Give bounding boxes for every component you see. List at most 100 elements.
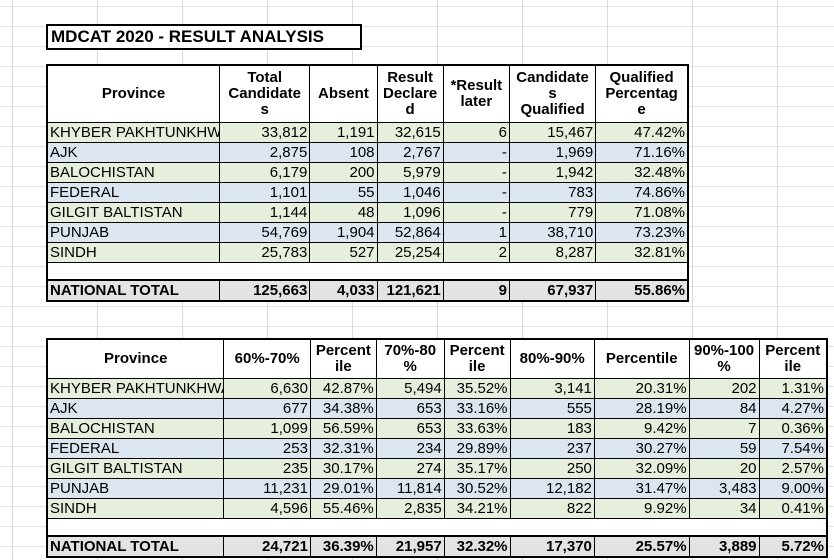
table-row: GILGIT BALTISTAN 1,144 48 1,096-779 71.08% [46, 202, 689, 223]
value-cell: 31.47% [593, 478, 690, 499]
value-cell: 33,812 [219, 122, 311, 143]
value-cell: 1,099 [223, 418, 311, 439]
value-cell: 4.27% [758, 398, 828, 419]
value-cell: 32.48% [595, 162, 689, 183]
total-value-cell: 121,621 [376, 279, 444, 302]
value-cell: 33.16% [443, 398, 511, 419]
table-row: SINDH 25,783 527 25,254 2 8,287 32.81% [46, 242, 689, 263]
value-cell: 34.21% [443, 498, 511, 519]
percentile-table-header: Province 60%-70% Percent ile 70%-80% Percent i… [46, 338, 828, 379]
value-cell: 253 [223, 438, 311, 459]
value-cell: 274 [375, 458, 445, 479]
table1-header-cell: Qualified Percentag e [595, 64, 689, 123]
value-cell: 34.38% [309, 398, 377, 419]
table1-header-text: s [260, 101, 269, 118]
value-cell: 73.23% [595, 222, 689, 243]
province-cell: PUNJAB [46, 478, 225, 499]
table-row: PUNJAB 11,231 29.01% 11,814 30.52% 12,182 31.4… [46, 478, 828, 499]
table1-header-text: d [405, 101, 415, 118]
value-cell: 2,835 [375, 498, 445, 519]
value-cell: 1,046 [376, 182, 444, 203]
table2-header-text: % [717, 358, 731, 375]
value-cell: 25,254 [376, 242, 444, 263]
table1-header-text: Qualified [520, 101, 585, 118]
value-cell: 32.31% [309, 438, 377, 459]
value-cell: 1,969 [508, 142, 597, 163]
value-cell: 42.87% [309, 378, 377, 399]
table-row: GILGIT BALTISTAN 235 30.17% 274 35.17% 250 32.… [46, 458, 828, 479]
value-cell: 4,596 [223, 498, 311, 519]
value-cell: 32.09% [593, 458, 690, 479]
province-cell: BALOCHISTAN [46, 162, 221, 183]
table2-header-text: Percent [765, 342, 821, 359]
value-cell: 56.59% [309, 418, 377, 439]
value-cell: 35.17% [443, 458, 511, 479]
table1-header-text: e [637, 101, 646, 118]
table1-header-cell: Absent [309, 64, 378, 123]
value-cell: - [442, 162, 510, 183]
total-value-cell: 17,370 [509, 535, 595, 558]
value-cell: 55.46% [309, 498, 377, 519]
table-row: PUNJAB 54,769 1,904 52,864 1 38,710 73.23% [46, 222, 689, 243]
value-cell: 1,096 [376, 202, 444, 223]
table2-header-text: 70%-80 [384, 342, 437, 359]
table-row: BALOCHISTAN 6,179 200 5,979-1,942 32.48% [46, 162, 689, 183]
value-cell: 5,494 [375, 378, 445, 399]
value-cell: 555 [509, 398, 595, 419]
total-value-cell: 125,663 [219, 279, 311, 302]
province-cell: FEDERAL [46, 438, 225, 459]
value-cell: 32.81% [595, 242, 689, 263]
table1-header-text: Candidate [516, 69, 589, 86]
value-cell: 71.08% [595, 202, 689, 223]
value-cell: 11,814 [375, 478, 445, 499]
value-cell: 52,864 [376, 222, 444, 243]
value-cell: 8,287 [508, 242, 597, 263]
value-cell: 653 [375, 418, 445, 439]
value-cell: 71.16% [595, 142, 689, 163]
value-cell: 34 [688, 498, 760, 519]
total-value-cell: 3,889 [688, 535, 760, 558]
value-cell: 1,904 [309, 222, 378, 243]
table1-header-text: later [460, 93, 493, 110]
table2-header-text: 90%-100 [694, 342, 755, 359]
value-cell: 235 [223, 458, 311, 479]
value-cell: 1 [442, 222, 510, 243]
value-cell: 6 [442, 122, 510, 143]
value-cell: 822 [509, 498, 595, 519]
value-cell: 5,979 [376, 162, 444, 183]
table2-header-text: Percentile [605, 350, 678, 367]
value-cell: 35.52% [443, 378, 511, 399]
table1-header-text: Candidate [228, 85, 301, 102]
table1-header-text: s [548, 85, 557, 102]
table1-header-cell: Result Declare d [376, 64, 444, 123]
table2-header-cell: 70%-80% [375, 338, 445, 379]
table-row: SINDH 4,596 55.46% 2,835 34.21% 822 9.92% 34 0.4… [46, 498, 828, 519]
total-value-cell: 4,033 [309, 279, 378, 302]
table-row: KHYBER PAKHTUNKHWA 33,812 1,191 32,615 6 15,4… [46, 122, 689, 143]
table1-header-text: Declare [383, 85, 438, 102]
value-cell: 653 [375, 398, 445, 419]
value-cell: 2,767 [376, 142, 444, 163]
value-cell: 9.00% [758, 478, 828, 499]
value-cell: 11,231 [223, 478, 311, 499]
table2-header-text: 80%-90% [519, 350, 585, 367]
table1-header-text: Absent [317, 85, 369, 102]
value-cell: 74.86% [595, 182, 689, 203]
table2-header-cell: 80%-90% [509, 338, 595, 379]
value-cell: 9.92% [593, 498, 690, 519]
total-value-cell: 36.39% [309, 535, 377, 558]
total-label-cell: NATIONAL TOTAL [46, 535, 225, 558]
value-cell: 48 [309, 202, 378, 223]
table-row: BALOCHISTAN 1,099 56.59% 653 33.63% 183 9.42% 7… [46, 418, 828, 439]
value-cell: 200 [309, 162, 378, 183]
value-cell: 29.01% [309, 478, 377, 499]
result-table: Province Total Candidate s Absent Result Decla… [46, 64, 689, 302]
value-cell: 0.41% [758, 498, 828, 519]
province-cell: SINDH [46, 242, 221, 263]
table-row: FEDERAL 253 32.31% 234 29.89% 237 30.27% 59 7.54… [46, 438, 828, 459]
value-cell: 2 [442, 242, 510, 263]
province-cell: GILGIT BALTISTAN [46, 202, 221, 223]
